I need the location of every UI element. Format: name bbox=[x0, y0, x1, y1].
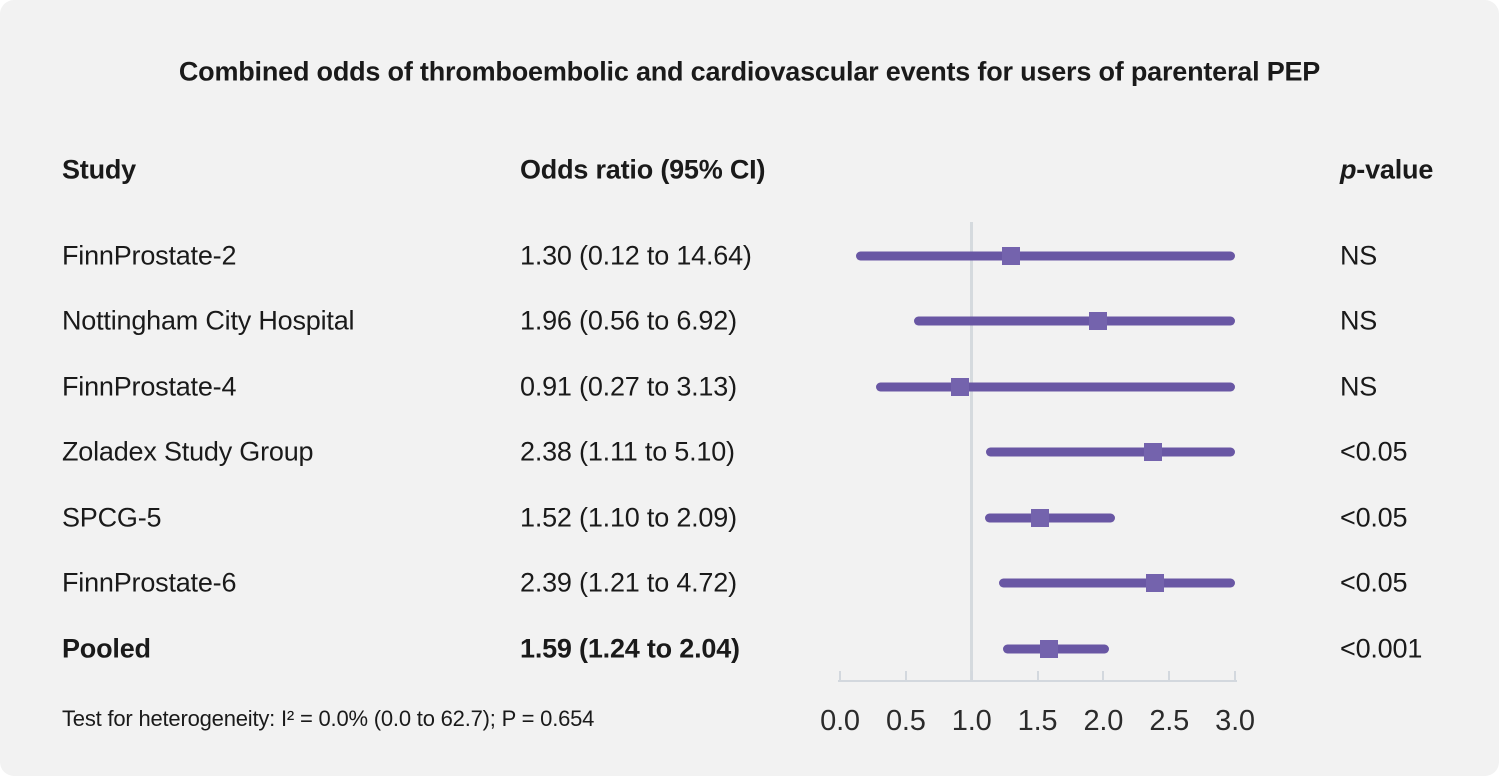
x-axis-label: 3.0 bbox=[1215, 705, 1255, 737]
p-value: <0.05 bbox=[1340, 567, 1408, 598]
x-axis bbox=[838, 680, 1237, 682]
or-marker bbox=[1145, 574, 1164, 592]
or-marker bbox=[1002, 246, 1021, 265]
study-label: Zoladex Study Group bbox=[62, 436, 314, 467]
study-label: Pooled bbox=[62, 633, 151, 663]
or-marker bbox=[1031, 508, 1050, 527]
x-axis-label: 2.0 bbox=[1083, 705, 1124, 737]
odds-ratio-value: 0.91 (0.27 to 3.13) bbox=[520, 371, 737, 401]
or-marker bbox=[1040, 639, 1059, 658]
or-marker bbox=[950, 377, 969, 396]
p-value: NS bbox=[1340, 240, 1378, 270]
p-value: NS bbox=[1340, 305, 1378, 336]
x-axis-label: 2.5 bbox=[1149, 705, 1190, 737]
x-axis-tick bbox=[1102, 671, 1105, 680]
study-label: SPCG-5 bbox=[62, 502, 162, 532]
p-value: <0.05 bbox=[1340, 502, 1408, 532]
x-axis-label: 1.5 bbox=[1017, 705, 1058, 737]
x-axis-tick bbox=[904, 671, 907, 680]
heterogeneity-note: Test for heterogeneity: I² = 0.0% (0.0 t… bbox=[62, 706, 595, 731]
ci-line bbox=[986, 447, 1235, 457]
x-axis-tick bbox=[1168, 671, 1171, 680]
x-axis-tick bbox=[970, 671, 973, 680]
study-label: Nottingham City Hospital bbox=[62, 305, 355, 336]
or-marker bbox=[1089, 312, 1108, 330]
x-axis-tick bbox=[1234, 671, 1236, 680]
study-label: FinnProstate-6 bbox=[62, 567, 237, 598]
odds-ratio-value: 1.52 (1.10 to 2.09) bbox=[520, 502, 737, 532]
p-value: <0.05 bbox=[1340, 436, 1408, 467]
ci-line bbox=[875, 382, 1235, 391]
odds-ratio-value: 1.59 (1.24 to 2.04) bbox=[520, 633, 740, 663]
x-axis-tick bbox=[1036, 671, 1039, 680]
column-header-study: Study bbox=[62, 154, 137, 185]
study-label: FinnProstate-4 bbox=[62, 371, 237, 401]
odds-ratio-value: 1.30 (0.12 to 14.64) bbox=[520, 240, 752, 270]
odds-ratio-value: 1.96 (0.56 to 6.92) bbox=[520, 305, 737, 336]
column-header-odds-ratio: Odds ratio (95% CI) bbox=[520, 154, 766, 185]
x-axis-label: 1.0 bbox=[951, 705, 992, 737]
ci-line bbox=[984, 513, 1116, 522]
ci-line bbox=[999, 578, 1235, 588]
or-marker bbox=[1144, 443, 1163, 461]
x-axis-tick bbox=[839, 671, 841, 680]
ci-line bbox=[913, 316, 1235, 326]
odds-ratio-value: 2.39 (1.21 to 4.72) bbox=[520, 567, 737, 598]
reference-line bbox=[970, 222, 974, 680]
study-label: FinnProstate-2 bbox=[62, 240, 237, 270]
ci-line bbox=[855, 251, 1235, 260]
x-axis-label: 0.5 bbox=[885, 705, 926, 737]
p-value: NS bbox=[1340, 371, 1378, 401]
column-header-p-value: p-value bbox=[1340, 154, 1434, 185]
odds-ratio-value: 2.38 (1.11 to 5.10) bbox=[520, 436, 735, 467]
p-value: <0.001 bbox=[1340, 633, 1423, 663]
chart-title: Combined odds of thromboembolic and card… bbox=[178, 56, 1321, 87]
x-axis-label: 0.0 bbox=[820, 705, 860, 737]
